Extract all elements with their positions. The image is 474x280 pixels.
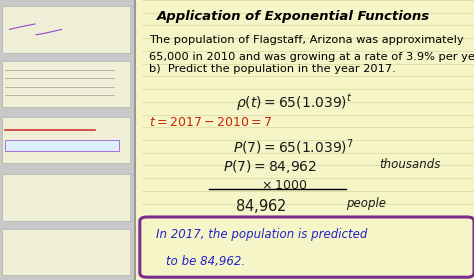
FancyBboxPatch shape bbox=[2, 229, 130, 275]
FancyBboxPatch shape bbox=[2, 117, 130, 163]
FancyBboxPatch shape bbox=[2, 6, 130, 53]
Text: to be 84,962.: to be 84,962. bbox=[166, 255, 245, 268]
Text: $\rho(t) = 65(1.039)^t$: $\rho(t) = 65(1.039)^t$ bbox=[236, 92, 352, 113]
Text: In 2017, the population is predicted: In 2017, the population is predicted bbox=[156, 228, 368, 241]
Text: $P(7) = 65(1.039)^7$: $P(7) = 65(1.039)^7$ bbox=[234, 137, 354, 157]
Text: $t = 2017 - 2010 = 7$: $t = 2017 - 2010 = 7$ bbox=[149, 116, 273, 129]
FancyBboxPatch shape bbox=[0, 0, 135, 280]
Text: Application of Exponential Functions: Application of Exponential Functions bbox=[157, 10, 430, 23]
Text: b)  Predict the population in the year 2017.: b) Predict the population in the year 20… bbox=[149, 64, 396, 74]
FancyBboxPatch shape bbox=[2, 61, 130, 107]
FancyBboxPatch shape bbox=[140, 217, 474, 277]
Text: The population of Flagstaff, Arizona was approximately: The population of Flagstaff, Arizona was… bbox=[149, 35, 464, 45]
Text: $\times\;1000$: $\times\;1000$ bbox=[261, 179, 308, 192]
FancyBboxPatch shape bbox=[2, 174, 130, 221]
FancyBboxPatch shape bbox=[5, 140, 118, 151]
Text: $84{,}962$: $84{,}962$ bbox=[235, 197, 287, 215]
Text: $P(7) = 84{,}962$: $P(7) = 84{,}962$ bbox=[223, 158, 317, 175]
Text: thousands: thousands bbox=[379, 158, 440, 171]
Text: 65,000 in 2010 and was growing at a rate of 3.9% per year.: 65,000 in 2010 and was growing at a rate… bbox=[149, 52, 474, 62]
Text: people: people bbox=[346, 197, 386, 210]
